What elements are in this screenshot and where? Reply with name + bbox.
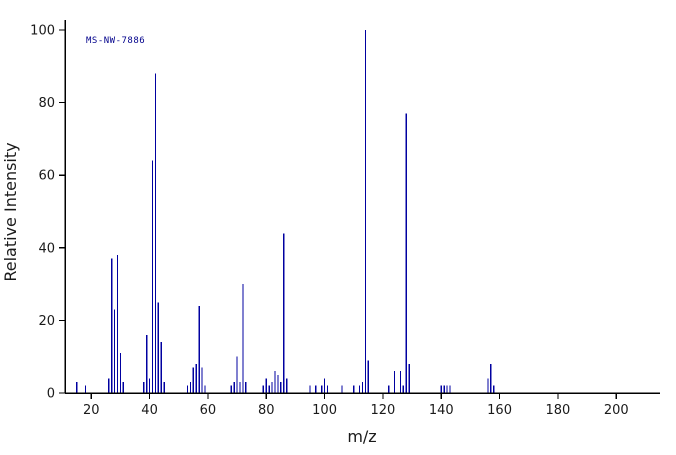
x-tick-label: 40 [141, 403, 158, 418]
x-tick-label: 180 [546, 403, 571, 418]
spectrum-id-label: MS-NW-7886 [86, 36, 145, 46]
x-tick-label: 60 [200, 403, 217, 418]
x-tick-label: 20 [83, 403, 100, 418]
x-tick-label: 120 [371, 403, 396, 418]
x-tick-label: 100 [312, 403, 337, 418]
x-tick-label: 160 [487, 403, 512, 418]
y-tick-label: 80 [38, 96, 55, 111]
axes-group: 20 40 60 80 100 120 140 160 180 200 0 20 40 60 80 100 [30, 20, 660, 418]
x-axis-label: m/z [347, 427, 376, 446]
y-axis-label: Relative Intensity [1, 142, 20, 281]
y-tick-label: 0 [47, 387, 55, 402]
y-tick-label: 20 [38, 314, 55, 329]
x-tick-label: 200 [604, 403, 629, 418]
x-tick-label: 80 [258, 403, 275, 418]
x-tick-label: 140 [429, 403, 454, 418]
y-tick-label: 100 [30, 24, 55, 39]
y-tick-label: 40 [38, 241, 55, 256]
y-tick-label: 60 [38, 169, 55, 184]
peaks-group [76, 30, 495, 393]
